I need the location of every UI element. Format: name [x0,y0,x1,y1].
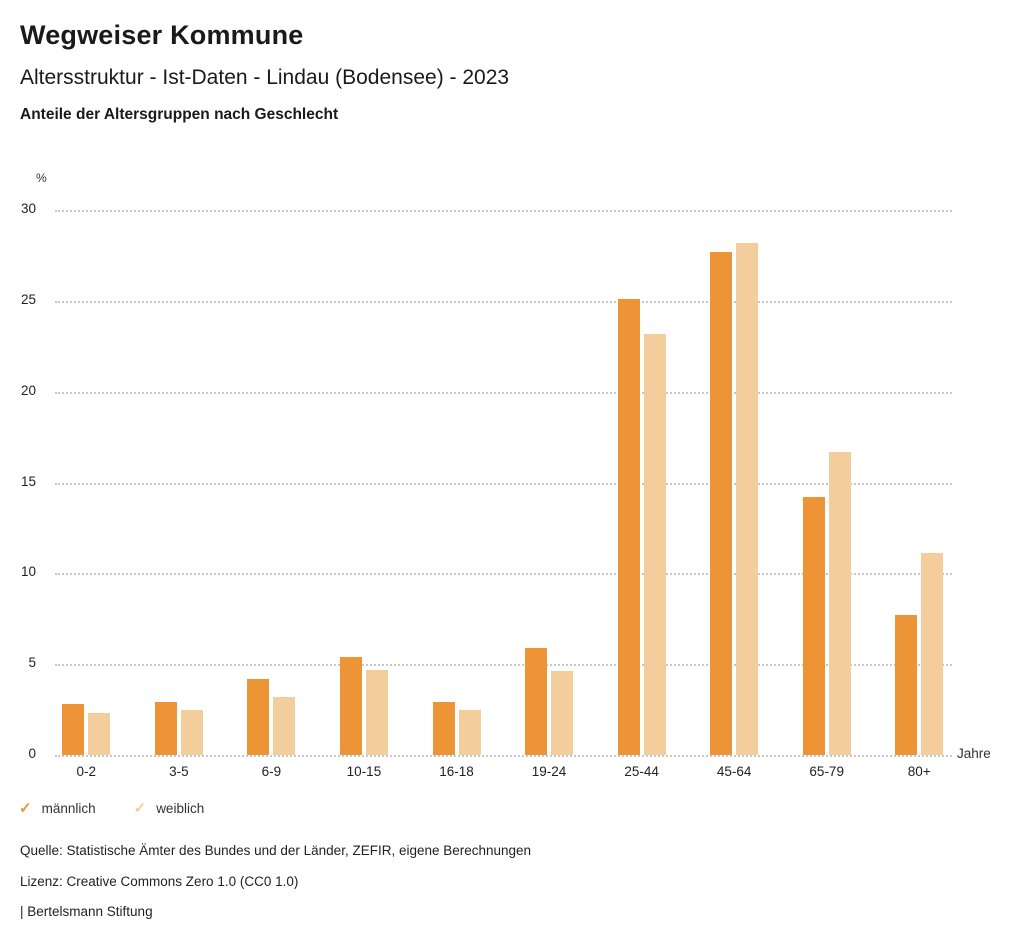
y-tick-25: 25 [20,291,36,307]
y-tick-20: 20 [20,382,36,398]
bar-weiblich-25-44[interactable] [643,333,666,755]
bar-männlich-65-79[interactable] [802,497,825,755]
bar-weiblich-80+[interactable] [921,553,944,755]
check-icon: ✓ [19,800,32,817]
legend-label-maennlich: männlich [41,801,96,816]
x-tick-6-9: 6-9 [261,764,282,779]
chart-legend: ✓ männlich ✓ weiblich [19,801,204,816]
page-subtitle: Altersstruktur - Ist-Daten - Lindau (Bod… [20,66,510,89]
bar-weiblich-16-18[interactable] [458,709,481,755]
bar-weiblich-0-2[interactable] [88,713,111,755]
gridline-15 [55,482,952,485]
legend-item-weiblich[interactable]: ✓ weiblich [134,801,205,816]
y-tick-15: 15 [20,473,36,489]
bar-weiblich-19-24[interactable] [551,671,574,755]
bar-weiblich-10-15[interactable] [365,669,388,755]
bar-männlich-0-2[interactable] [62,704,85,755]
bar-weiblich-45-64[interactable] [736,242,759,755]
x-tick-45-64: 45-64 [716,764,752,779]
gridline-5 [55,664,952,667]
bar-weiblich-3-5[interactable] [180,709,203,755]
x-tick-3-5: 3-5 [169,764,189,779]
x-tick-65-79: 65-79 [809,764,844,779]
x-tick-10-15: 10-15 [346,764,382,779]
source-note: Quelle: Statistische Ämter des Bundes un… [20,843,532,858]
x-tick-80+: 80+ [907,764,931,779]
x-tick-0-2: 0-2 [76,764,97,779]
gridline-25 [55,300,952,303]
bar-männlich-6-9[interactable] [247,678,270,755]
gridline-10 [55,573,952,576]
check-icon: ✓ [133,800,147,817]
legend-item-maennlich[interactable]: ✓ männlich [19,801,96,816]
x-tick-25-44: 25-44 [624,764,659,779]
x-tick-16-18: 16-18 [439,764,474,779]
bar-männlich-25-44[interactable] [617,299,640,755]
y-tick-0: 0 [28,746,36,761]
bar-weiblich-65-79[interactable] [828,451,851,755]
bar-männlich-10-15[interactable] [339,656,362,755]
x-tick-19-24: 19-24 [531,764,567,779]
bar-männlich-19-24[interactable] [525,647,548,755]
y-axis-unit-label: % [36,171,47,185]
chart-heading: Anteile der Altersgruppen nach Geschlech… [20,106,339,123]
bar-männlich-80+[interactable] [895,615,918,755]
license-note: Lizenz: Creative Commons Zero 1.0 (CC0 1… [20,874,299,889]
gridline-0 [55,755,952,757]
attribution-note: | Bertelsmann Stiftung [20,904,153,919]
x-axis-unit-label: Jahre [957,746,991,761]
legend-label-weiblich: weiblich [156,801,205,816]
gridline-30 [55,210,952,212]
bar-weiblich-6-9[interactable] [273,696,296,755]
page-title: Wegweiser Kommune [20,20,304,50]
bar-männlich-3-5[interactable] [154,702,177,755]
y-tick-30: 30 [20,201,36,216]
y-tick-10: 10 [20,564,36,580]
bar-männlich-45-64[interactable] [710,251,733,755]
gridline-20 [55,391,952,394]
bar-männlich-16-18[interactable] [432,702,455,755]
y-tick-5: 5 [28,655,36,671]
